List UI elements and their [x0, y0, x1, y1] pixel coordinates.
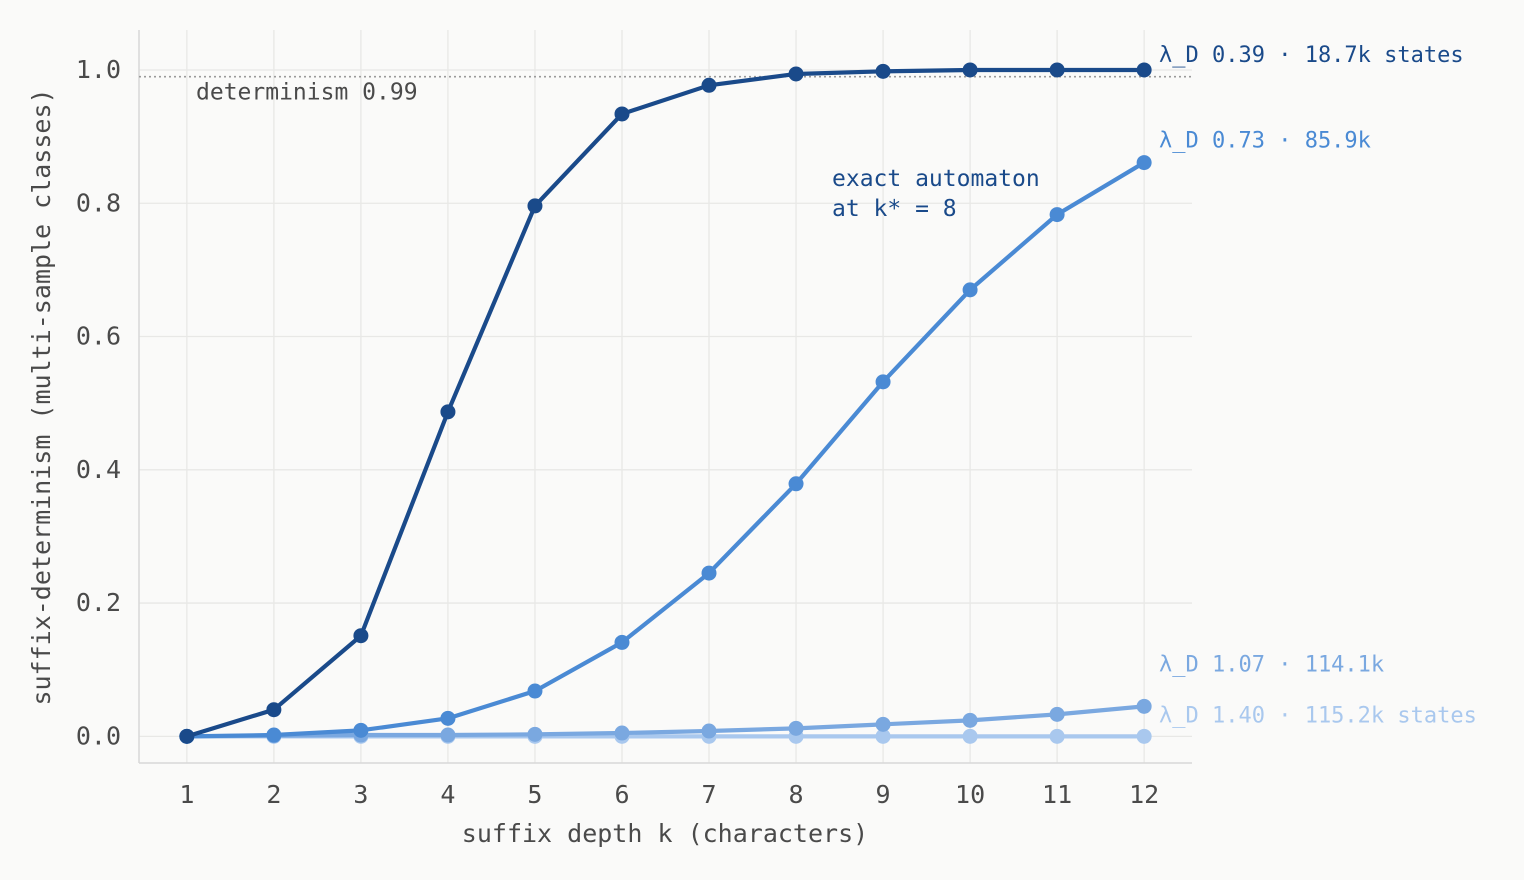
y-tick-label: 0.4	[76, 455, 121, 484]
series-point	[1136, 62, 1152, 78]
series-point	[962, 62, 978, 78]
series-point	[962, 712, 978, 728]
series-line	[184, 704, 1147, 739]
series-point	[875, 728, 891, 744]
x-tick-label: 10	[955, 780, 985, 809]
series-point	[788, 720, 804, 736]
y-tick-label: 0.0	[76, 721, 121, 750]
x-tick-label: 12	[1129, 780, 1159, 809]
series-point	[701, 723, 717, 739]
x-tick-label: 9	[876, 780, 891, 809]
series-point	[1049, 706, 1065, 722]
series-point	[266, 727, 282, 743]
series-point	[440, 727, 456, 743]
series-end-label: λ_D 0.39 · 18.7k states	[1159, 43, 1464, 68]
series-point	[962, 728, 978, 744]
series-point	[614, 725, 630, 741]
series-point	[614, 106, 630, 122]
x-tick-label: 11	[1042, 780, 1072, 809]
x-tick-label: 8	[789, 780, 804, 809]
series-point	[1049, 728, 1065, 744]
x-axis-label: suffix depth k (characters)	[462, 819, 868, 848]
x-tick-label: 7	[701, 780, 716, 809]
series-point	[614, 634, 630, 650]
series-point	[179, 728, 195, 744]
x-tick-label: 2	[266, 780, 281, 809]
series-point	[1136, 155, 1152, 171]
series-point	[1136, 698, 1152, 714]
y-tick-label: 0.8	[76, 188, 121, 217]
x-tick-label: 6	[614, 780, 629, 809]
series-point	[1049, 62, 1065, 78]
series-end-label: λ_D 1.07 · 114.1k	[1159, 652, 1384, 677]
y-axis-label: suffix-determinism (multi-sample classes…	[27, 88, 56, 705]
y-tick-label: 0.2	[76, 588, 121, 617]
x-tick-label: 1	[179, 780, 194, 809]
series-end-label: λ_D 0.73 · 85.9k	[1159, 129, 1371, 154]
series-point	[788, 66, 804, 82]
series-point	[1136, 728, 1152, 744]
grid	[139, 30, 1192, 763]
series-point	[701, 565, 717, 581]
series-point	[875, 716, 891, 732]
x-tick-label: 4	[440, 780, 455, 809]
x-tick-label: 3	[353, 780, 368, 809]
series-point	[875, 374, 891, 390]
series-point	[527, 683, 543, 699]
series-point	[527, 726, 543, 742]
series-point	[875, 63, 891, 79]
series-point	[962, 282, 978, 298]
x-tick-labels: 1 2 3 4 5 6 7 8 9 10 11 12	[179, 780, 1159, 809]
annotation-line-1: exact automaton	[832, 166, 1040, 192]
y-tick-label: 1.0	[76, 55, 121, 84]
reference-line-group: determinism 0.99	[139, 75, 1192, 106]
series-end-label: λ_D 1.40 · 115.2k states	[1159, 703, 1477, 728]
series-line	[184, 160, 1147, 739]
series-point	[440, 404, 456, 420]
series-group	[179, 62, 1152, 744]
annotation-line-2: at k* = 8	[832, 196, 957, 222]
series-line	[184, 67, 1147, 739]
y-tick-labels: 0.0 0.2 0.4 0.6 0.8 1.0	[76, 55, 121, 750]
series-point	[353, 628, 369, 644]
series-point	[1049, 207, 1065, 223]
reference-line-label: determinism 0.99	[196, 80, 418, 106]
end-labels: λ_D 1.40 · 115.2k states λ_D 1.07 · 114.1…	[1159, 43, 1477, 728]
x-tick-label: 5	[527, 780, 542, 809]
series-point	[353, 722, 369, 738]
series-point	[266, 702, 282, 718]
y-tick-label: 0.6	[76, 322, 121, 351]
series-point	[440, 710, 456, 726]
series-point	[788, 476, 804, 492]
series-point	[701, 77, 717, 93]
series-point	[527, 198, 543, 214]
